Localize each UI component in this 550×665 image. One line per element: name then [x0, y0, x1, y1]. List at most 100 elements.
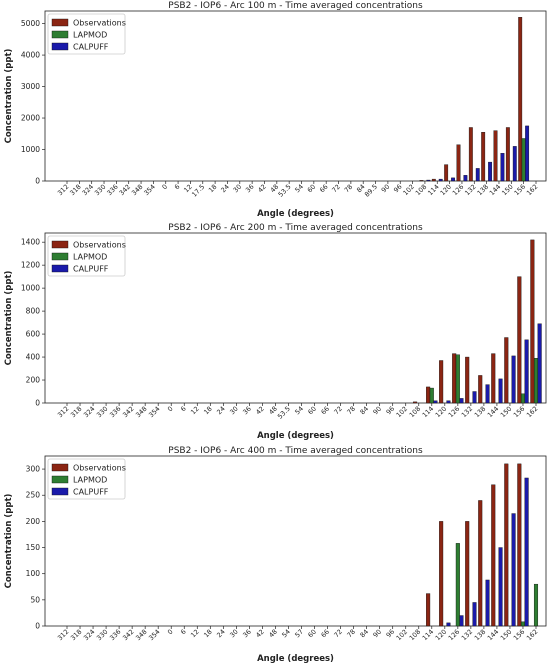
x-tick-label: 66 [318, 183, 330, 195]
x-tick-label: 330 [95, 405, 109, 419]
y-tick-label: 400 [26, 353, 41, 362]
x-tick-label: 126 [447, 405, 461, 419]
bar-observations-120 [439, 521, 444, 627]
bar-calpuff-138 [485, 384, 490, 404]
x-tick-label: 72 [332, 628, 344, 640]
x-tick-label: 114 [421, 628, 435, 642]
bar-observations-132 [465, 521, 470, 627]
x-tick-label: 324 [82, 628, 96, 642]
y-tick-label: 2000 [21, 114, 40, 123]
bar-calpuff-126 [459, 615, 464, 627]
x-tick-label: 54 [280, 628, 292, 640]
x-tick-label: 72 [332, 405, 344, 417]
x-tick-label: 0 [166, 405, 175, 414]
x-tick-label: 132 [460, 628, 474, 642]
x-tick-label: 162 [525, 183, 539, 197]
legend-label-lapmod: LAPMOD [73, 253, 107, 262]
bar-observations-132 [465, 356, 470, 404]
x-tick-label: 78 [343, 183, 355, 195]
legend-swatch-calpuff [51, 42, 69, 51]
bar-lapmod-162 [533, 358, 539, 404]
x-tick-label: 42 [254, 628, 266, 640]
x-tick-label: 132 [463, 183, 477, 197]
legend-swatch-calpuff [51, 264, 69, 273]
x-tick-label: 150 [499, 628, 513, 642]
x-tick-label: 330 [95, 628, 109, 642]
bar-calpuff-150 [511, 513, 516, 627]
legend: Observations LAPMOD CALPUFF [47, 13, 126, 55]
bar-observations-108 [419, 180, 424, 182]
bar-chart-arc-200: PSB2 - IOP6 - Arc 200 m - Time averaged … [4, 223, 547, 441]
bar-calpuff-156 [524, 339, 529, 404]
legend-label-observations: Observations [73, 464, 126, 473]
bar-calpuff-126 [463, 175, 468, 182]
x-tick-label: 12 [182, 183, 194, 195]
y-tick-label: 0 [35, 177, 40, 186]
x-tick-label: 84 [359, 405, 371, 417]
legend: Observations LAPMOD CALPUFF [47, 458, 126, 500]
y-tick-label: 800 [26, 307, 41, 316]
x-tick-label: 354 [147, 405, 161, 419]
bar-calpuff-120 [451, 177, 455, 182]
x-tick-label: 48 [267, 405, 279, 417]
x-axis-label: Angle (degrees) [257, 209, 334, 219]
x-tick-label: 108 [414, 183, 428, 197]
bar-observations-126 [452, 353, 457, 404]
x-tick-label: 66 [319, 628, 331, 640]
x-tick-label: 354 [142, 183, 156, 197]
bar-calpuff-156 [525, 125, 530, 182]
y-tick-label: 3000 [21, 82, 40, 91]
x-tick-label: 324 [81, 183, 95, 197]
x-tick-label: 312 [56, 183, 70, 197]
x-axis-label: Angle (degrees) [257, 654, 334, 664]
x-tick-label: 324 [82, 405, 96, 419]
y-tick-label: 50 [30, 595, 40, 604]
x-tick-label: 0 [166, 628, 175, 637]
bar-calpuff-120 [446, 400, 451, 404]
legend-swatch-lapmod [51, 475, 69, 484]
x-tick-label: 53.5 [277, 183, 293, 199]
x-tick-label: 84 [359, 628, 371, 640]
x-tick-label: 150 [499, 405, 513, 419]
x-tick-label: 42 [256, 183, 268, 195]
x-tick-label: 36 [244, 183, 256, 195]
y-tick-label: 600 [26, 330, 41, 339]
y-axis-label: Concentration (ppt) [4, 270, 14, 365]
x-tick-label: 72 [330, 183, 342, 195]
bar-observations-138 [478, 500, 483, 627]
x-tick-label: 156 [512, 405, 526, 419]
x-tick-label: 0 [161, 183, 170, 192]
x-tick-label: 24 [215, 405, 227, 417]
plot-area [44, 455, 547, 627]
x-tick-label: 102 [395, 628, 409, 642]
x-tick-label: 30 [228, 628, 240, 640]
bar-calpuff-120 [446, 622, 451, 627]
bar-chart-arc-400: PSB2 - IOP6 - Arc 400 m - Time averaged … [4, 446, 547, 664]
x-tick-label: 89.5 [363, 183, 379, 199]
x-tick-label: 120 [439, 183, 453, 197]
legend-label-lapmod: LAPMOD [73, 476, 107, 485]
bar-lapmod-126 [455, 543, 460, 627]
bar-observations-108 [413, 401, 418, 404]
x-tick-label: 30 [232, 183, 244, 195]
x-tick-label: 342 [118, 183, 132, 197]
x-tick-label: 66 [319, 405, 331, 417]
x-tick-label: 96 [385, 405, 397, 417]
chart-panel-arc-200: PSB2 - IOP6 - Arc 200 m - Time averaged … [0, 222, 550, 442]
bar-calpuff-162 [537, 323, 542, 404]
x-tick-label: 96 [392, 183, 404, 195]
legend-label-calpuff: CALPUFF [73, 488, 109, 497]
bar-observations-150 [505, 127, 510, 182]
x-tick-label: 318 [69, 628, 83, 642]
bar-calpuff-144 [498, 547, 503, 627]
x-tick-label: 18 [202, 628, 214, 640]
bar-observations-144 [491, 353, 496, 404]
bar-observations-126 [456, 144, 461, 182]
x-tick-label: 312 [56, 628, 70, 642]
bar-observations-150 [504, 337, 509, 404]
x-tick-label: 348 [134, 628, 148, 642]
x-tick-label: 138 [476, 183, 490, 197]
legend-swatch-observations [51, 240, 69, 249]
bar-calpuff-150 [511, 355, 516, 404]
chart-panel-arc-100: PSB2 - IOP6 - Arc 100 m - Time averaged … [0, 0, 550, 220]
